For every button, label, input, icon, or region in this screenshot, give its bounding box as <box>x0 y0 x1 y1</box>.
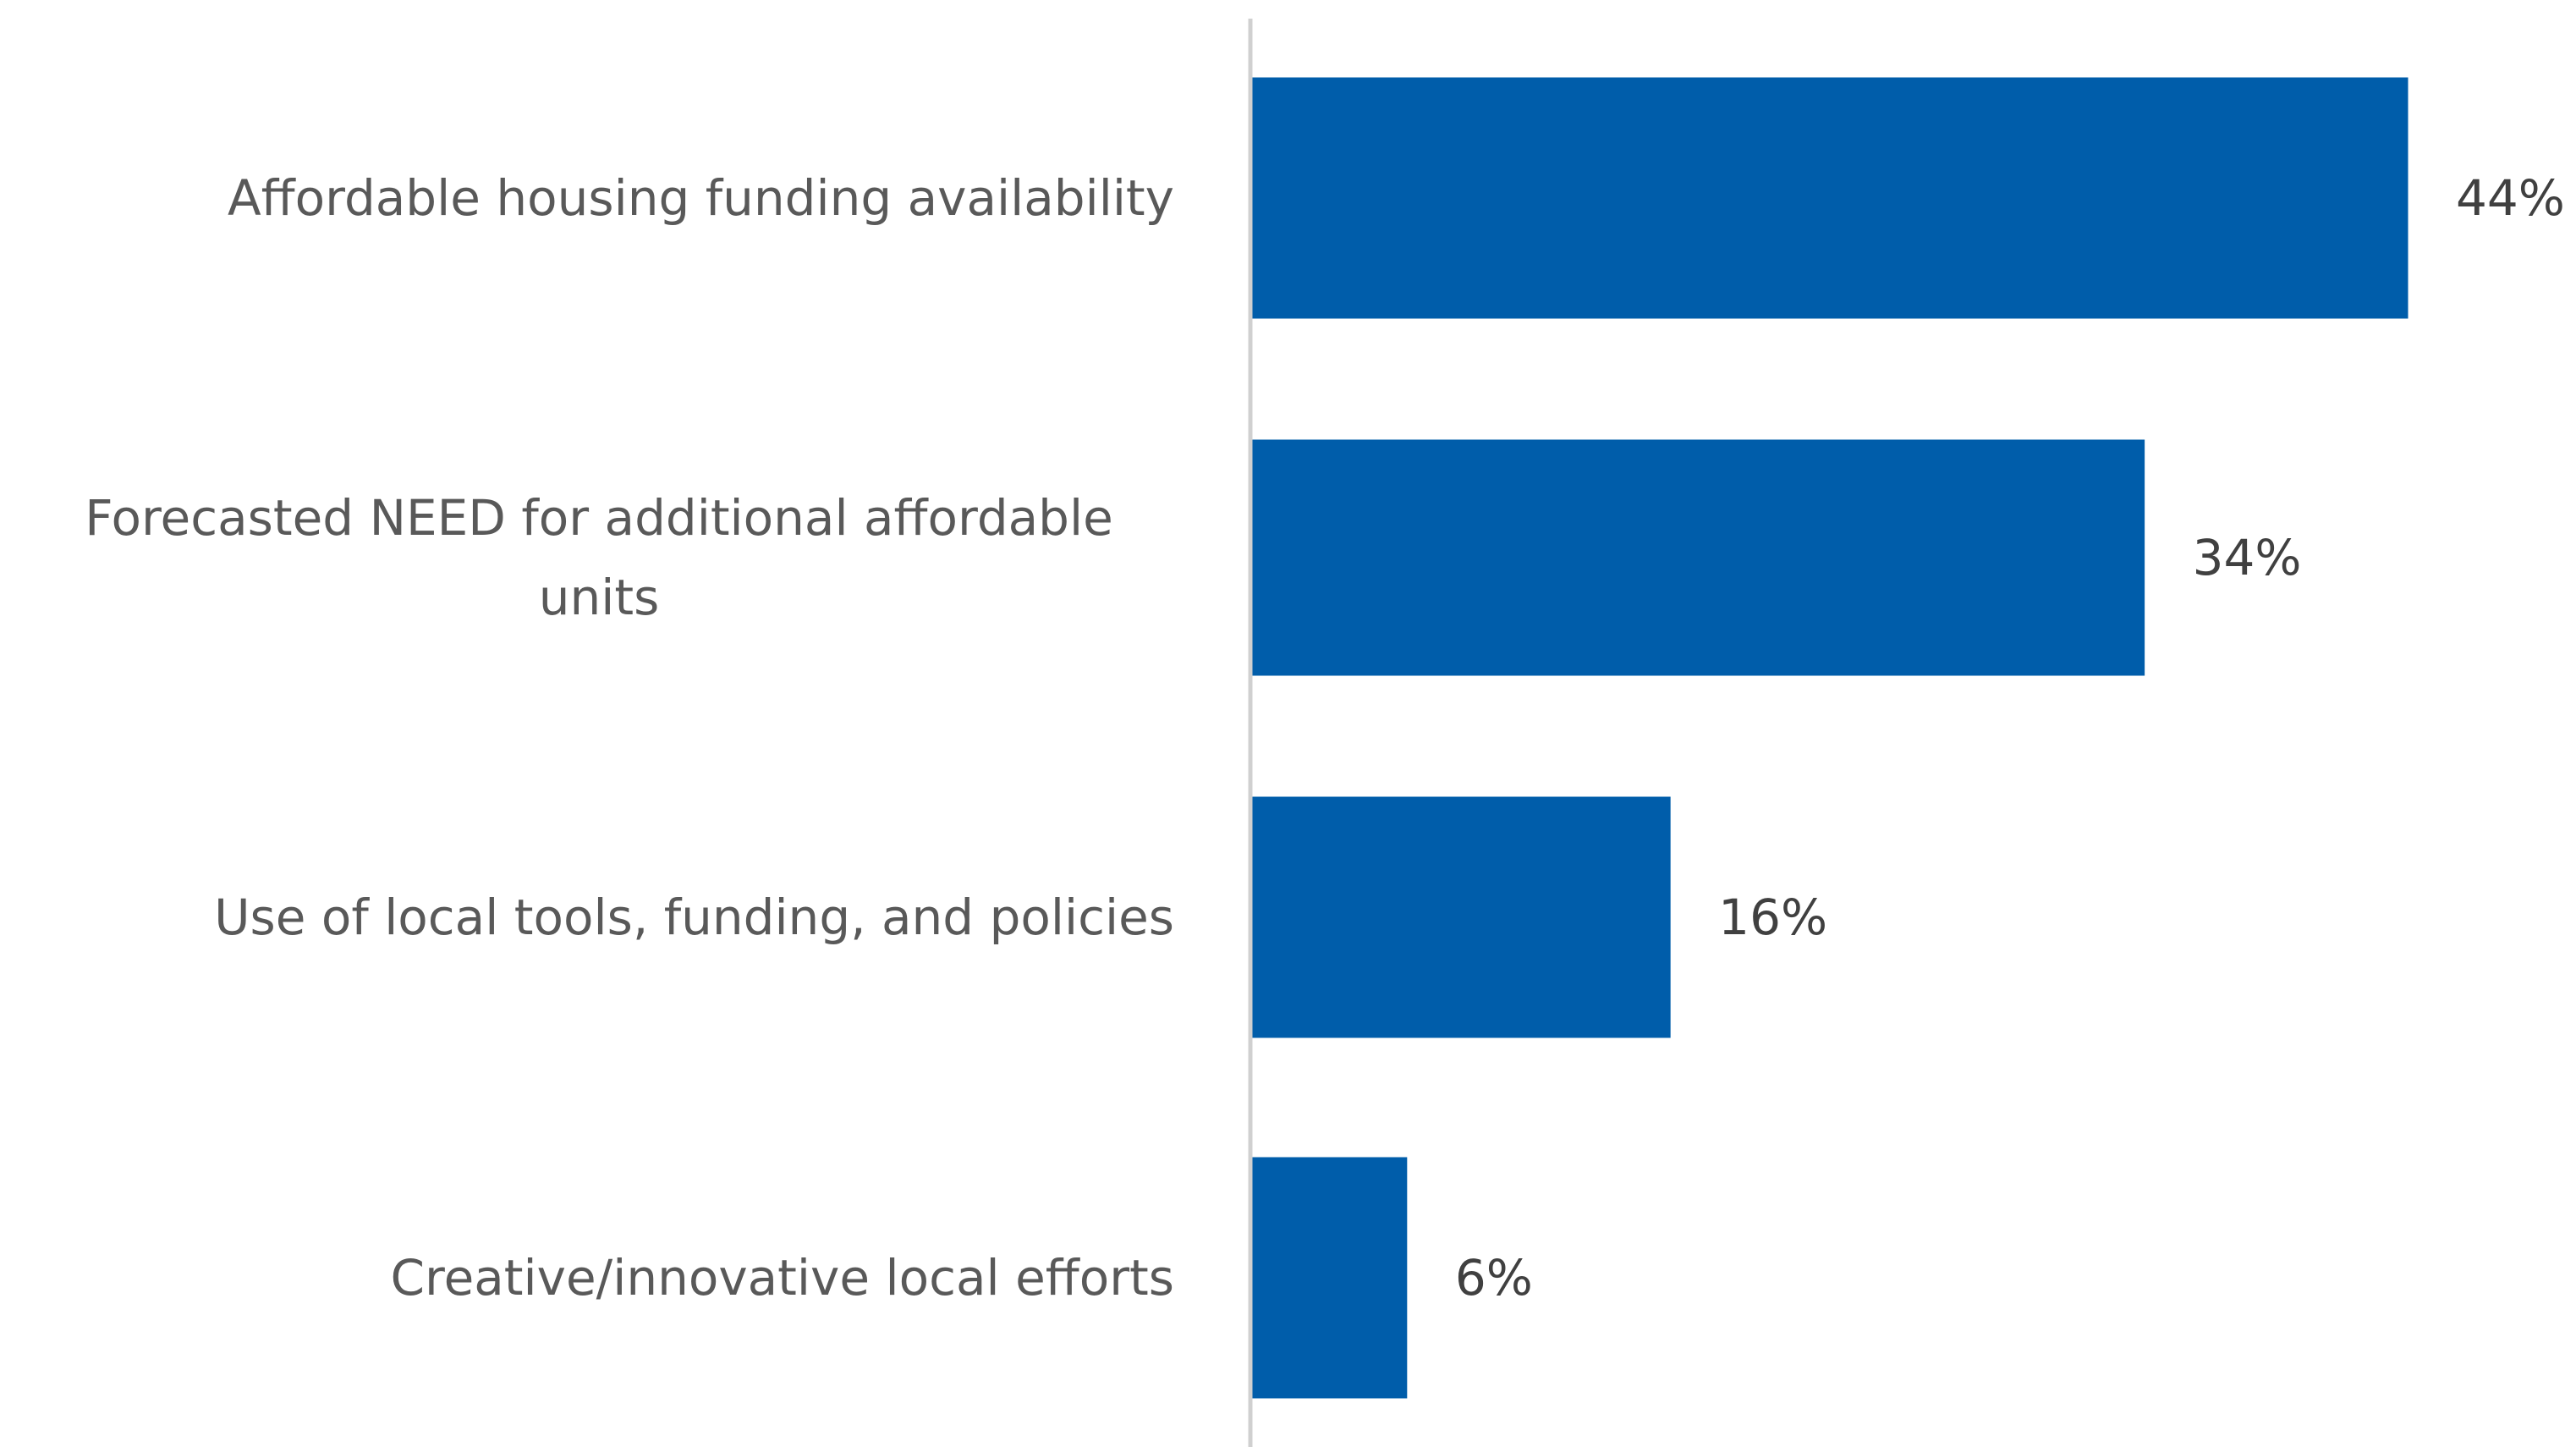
category-label-line: Creative/innovative local efforts <box>391 1249 1175 1307</box>
category-label-group: Affordable housing funding availability F… <box>85 169 1174 1307</box>
category-label-line: Forecasted NEED for additional affordabl… <box>85 489 1113 547</box>
bar <box>1249 437 2148 679</box>
category-label: Use of local tools, funding, and policie… <box>214 889 1174 946</box>
category-label-line: units <box>539 569 660 626</box>
category-label-line: Use of local tools, funding, and policie… <box>214 889 1174 946</box>
value-label: 34% <box>2193 529 2302 586</box>
category-label-line: Affordable housing funding availability <box>228 169 1174 227</box>
bar <box>1249 794 1673 1041</box>
value-label: 6% <box>1455 1249 1533 1307</box>
value-label-group: 44% 34% 16% 6% <box>1455 169 2565 1307</box>
bar <box>1249 74 2411 322</box>
category-label: Affordable housing funding availability <box>228 169 1174 227</box>
category-label: Forecasted NEED for additional affordabl… <box>85 489 1113 626</box>
value-label: 44% <box>2456 169 2565 227</box>
value-label: 16% <box>1718 889 1827 946</box>
bar-group <box>1249 74 2411 1401</box>
category-label: Creative/innovative local efforts <box>391 1249 1175 1307</box>
bar <box>1249 1154 1410 1401</box>
